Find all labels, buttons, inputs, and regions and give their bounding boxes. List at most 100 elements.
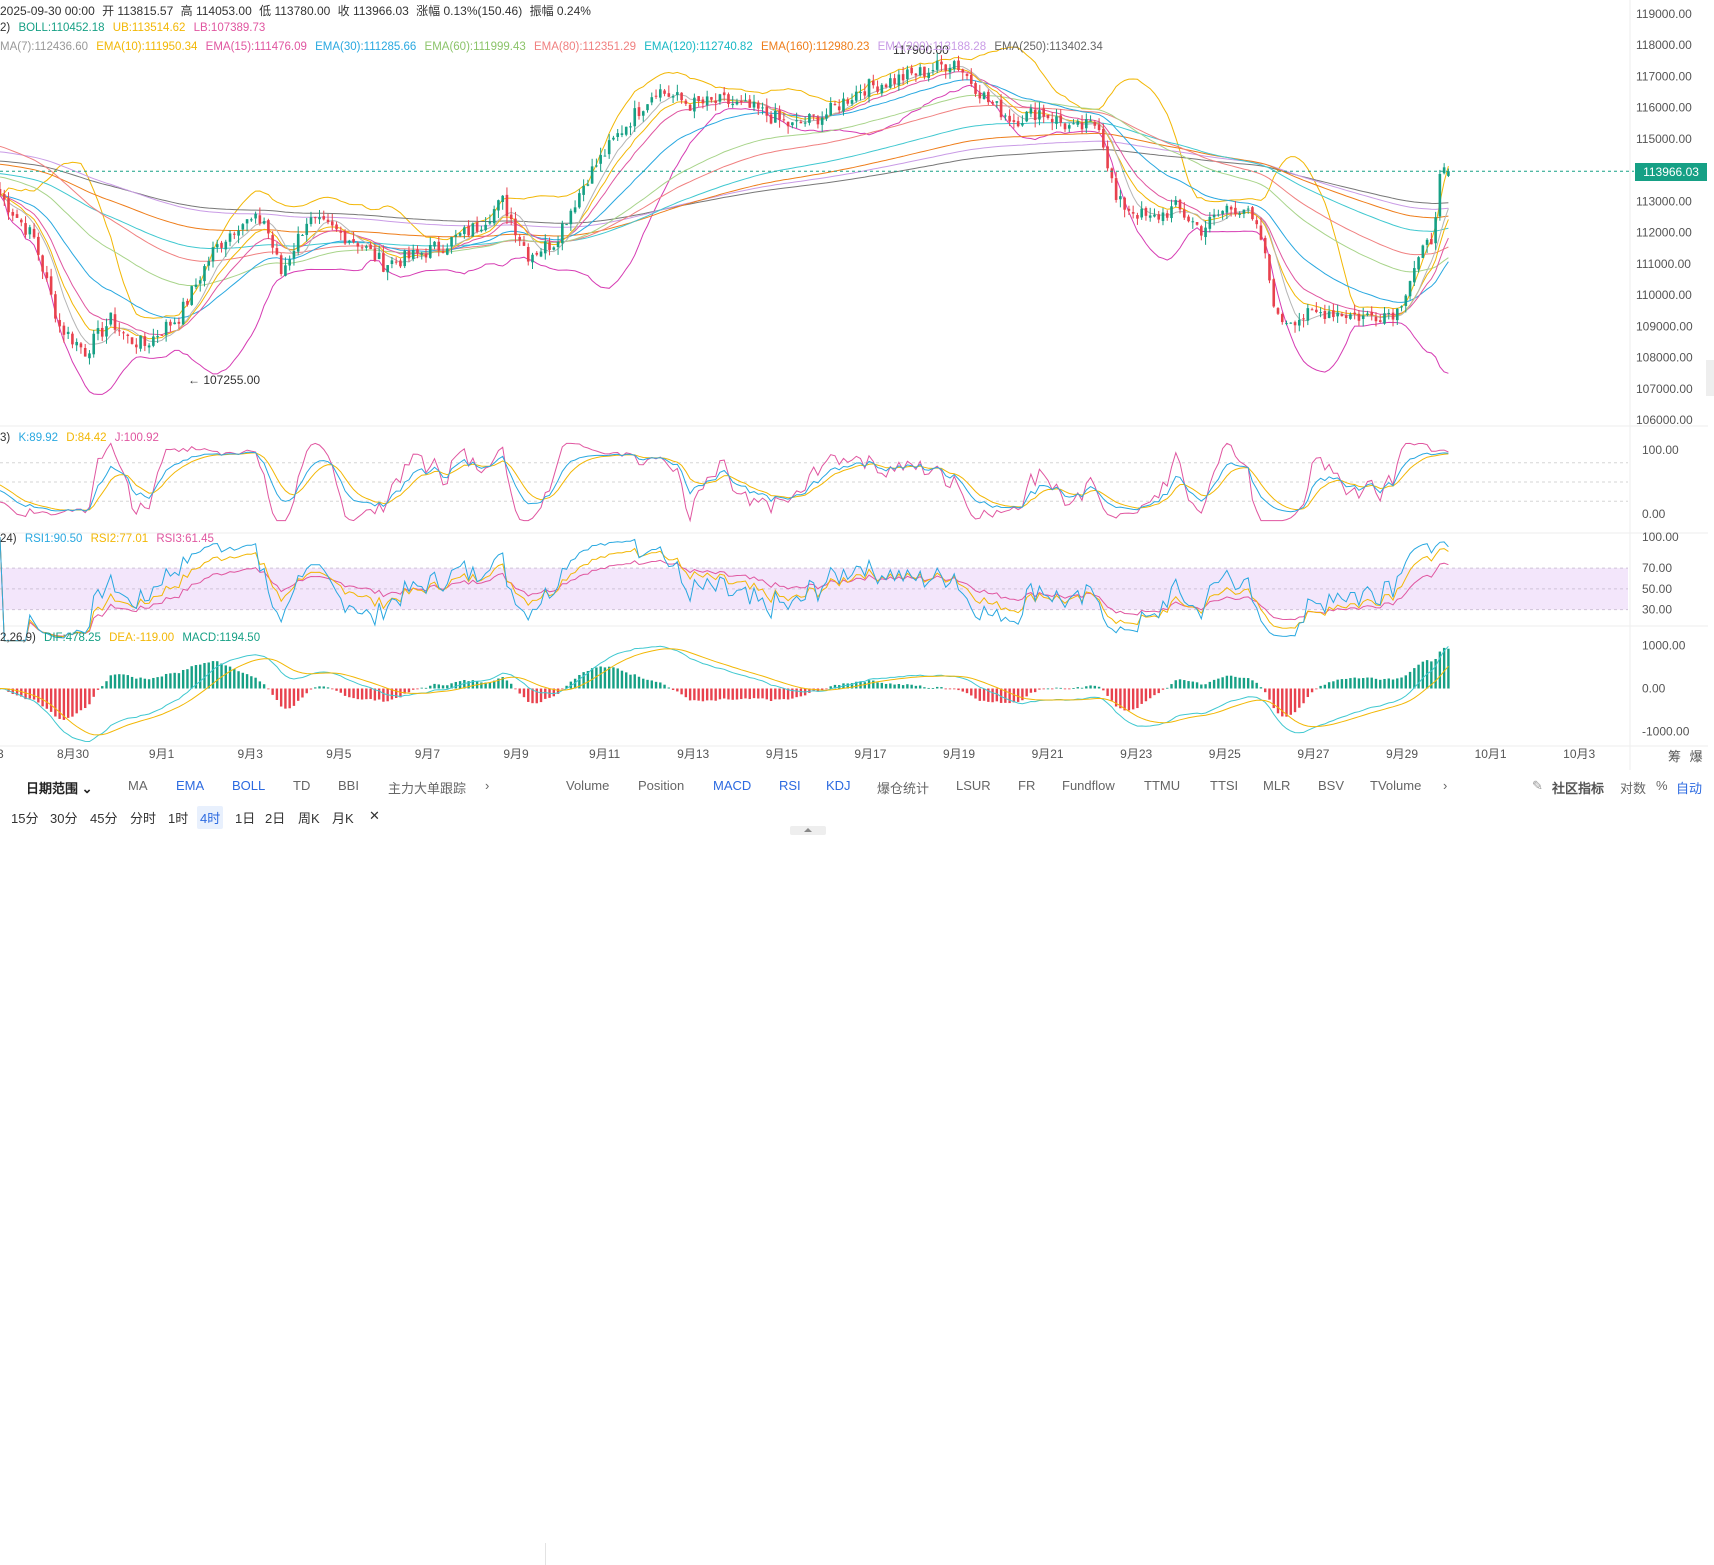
candle-body	[795, 120, 798, 122]
sub-indicator-position[interactable]: Position	[638, 778, 685, 793]
side-panel-handle[interactable]	[1706, 360, 1714, 396]
tf-month[interactable]: 月K	[332, 811, 354, 826]
macd-histogram-bar	[522, 688, 526, 698]
macd-histogram-bar	[1123, 688, 1126, 711]
macd-histogram-bar	[995, 688, 999, 702]
candle-body	[1012, 120, 1016, 122]
macd-histogram-bar	[727, 688, 730, 700]
macd-histogram-bar	[301, 688, 304, 698]
candle-body	[450, 237, 453, 247]
candle-body	[0, 189, 2, 196]
macd-histogram-bar	[348, 688, 351, 698]
macd-histogram-bar	[105, 681, 108, 689]
close-icon[interactable]: ✕	[369, 808, 380, 823]
sub-indicator-tvolume[interactable]: TVolume	[1370, 778, 1422, 793]
tf-30m[interactable]: 30分	[50, 811, 78, 826]
candle-body	[688, 104, 692, 111]
macd-histogram-bar	[130, 676, 134, 689]
log-scale-toggle[interactable]: 对数	[1620, 781, 1647, 796]
liquidation-map-button[interactable]: 爆	[1689, 749, 1703, 764]
candle-body	[1374, 316, 1378, 322]
candle-body	[169, 321, 172, 326]
sub-indicator-volume[interactable]: Volume	[566, 778, 610, 793]
macd-histogram-bar	[1400, 677, 1403, 689]
sub-indicator-rsi[interactable]: RSI	[779, 778, 801, 793]
candle-body	[113, 314, 117, 330]
tf-week[interactable]: 周K	[298, 811, 320, 826]
sub-indicator-lsur[interactable]: LSUR	[956, 778, 991, 793]
ohlc-open: 开 113815.57	[102, 4, 174, 18]
rsi2-value: RSI2:77.01	[90, 533, 149, 545]
chart-canvas[interactable]: 119000.00 118000.00 117000.00 116000.00 1150…	[0, 0, 1714, 770]
macd-histogram-bar	[573, 678, 577, 689]
boll-ub-value: UB:113514.62	[112, 22, 186, 34]
macd-histogram-bar	[339, 688, 342, 693]
macd-histogram-bar	[876, 682, 879, 689]
auto-scale-toggle[interactable]: 自动	[1676, 781, 1703, 796]
candle-body	[1004, 115, 1007, 117]
sub-indicator-ttsi[interactable]: TTSI	[1210, 778, 1239, 793]
main-indicator-boll[interactable]: BOLL	[232, 778, 266, 793]
price-tick-label: 118000.00	[1636, 38, 1692, 52]
candle-body	[739, 100, 743, 102]
macd-histogram-bar	[590, 668, 594, 689]
macd-histogram-bar	[1217, 678, 1220, 689]
candle-body	[194, 284, 198, 288]
sub-indicator-fundflow[interactable]: Fundflow	[1062, 778, 1115, 793]
collapse-handle-icon[interactable]	[790, 826, 826, 835]
date-range-label: 日期范围	[26, 781, 79, 796]
kdj-legend-prefix: 3)	[0, 432, 11, 444]
tf-2d[interactable]: 2日	[265, 811, 286, 826]
main-indicator-whale-tracking[interactable]: 主力大单跟踪	[388, 781, 467, 796]
macd-histogram-bar	[1302, 688, 1305, 704]
tf-45m[interactable]: 45分	[90, 811, 118, 826]
macd-histogram-bar	[539, 688, 543, 703]
sub-indicator-bsv[interactable]: BSV	[1318, 778, 1345, 793]
main-indicator-bbi[interactable]: BBI	[338, 778, 359, 793]
community-indicators-button[interactable]: 社区指标	[1552, 781, 1605, 796]
tf-15m[interactable]: 15分	[11, 811, 39, 826]
sub-indicator-macd[interactable]: MACD	[713, 778, 752, 793]
macd-histogram-bar	[211, 661, 215, 689]
candle-body	[552, 247, 556, 250]
macd-histogram-bar	[113, 674, 117, 689]
sub-indicator-liquidation[interactable]: 爆仓统计	[877, 781, 930, 796]
macd-histogram-bar	[982, 688, 986, 701]
main-indicator-more-icon[interactable]: ›	[485, 778, 490, 793]
candle-body	[377, 252, 381, 259]
percent-scale-toggle[interactable]: %	[1656, 778, 1668, 793]
candle-body	[556, 241, 560, 248]
macd-histogram-bar	[309, 688, 313, 690]
sub-indicator-more-icon[interactable]: ›	[1443, 778, 1448, 793]
tf-1h[interactable]: 1时	[168, 811, 189, 826]
macd-histogram-bar	[940, 687, 943, 689]
date-range-button[interactable]: 日期范围 ⌄	[26, 778, 93, 797]
main-indicator-td[interactable]: TD	[293, 778, 311, 793]
sub-indicator-fr[interactable]: FR	[1018, 778, 1036, 793]
candle-body	[7, 198, 10, 213]
macd-histogram-bar	[352, 688, 355, 699]
macd-histogram-bar	[135, 678, 138, 689]
macd-histogram-bar	[582, 672, 585, 689]
chip-and-liq-shortcuts: 筹 爆	[1668, 746, 1708, 765]
candle-body	[1298, 319, 1301, 326]
candle-body	[1323, 310, 1327, 319]
candle-body	[181, 301, 185, 325]
sub-indicator-kdj[interactable]: KDJ	[826, 778, 851, 793]
main-indicator-ema[interactable]: EMA	[176, 778, 205, 793]
tf-1d[interactable]: 1日	[235, 811, 256, 826]
tf-timeshare[interactable]: 分时	[130, 811, 157, 826]
macd-histogram-bar	[1153, 688, 1156, 696]
macd-histogram-bar	[829, 686, 832, 689]
ema250-value: EMA(250):113402.34	[994, 41, 1103, 53]
sub-indicator-ttmu[interactable]: TTMU	[1144, 778, 1181, 793]
macd-histogram-bar	[279, 688, 283, 707]
main-indicator-ma[interactable]: MA	[128, 778, 148, 793]
x-tick-label: 9月7	[415, 747, 441, 761]
tf-4h[interactable]: 4时	[197, 806, 224, 829]
sub-indicator-mlr[interactable]: MLR	[1263, 778, 1291, 793]
edit-icon[interactable]: ✎	[1532, 778, 1543, 793]
candle-body	[1080, 122, 1084, 130]
price-tick-label: 108000.00	[1636, 351, 1693, 365]
chip-distribution-button[interactable]: 筹	[1668, 749, 1682, 764]
